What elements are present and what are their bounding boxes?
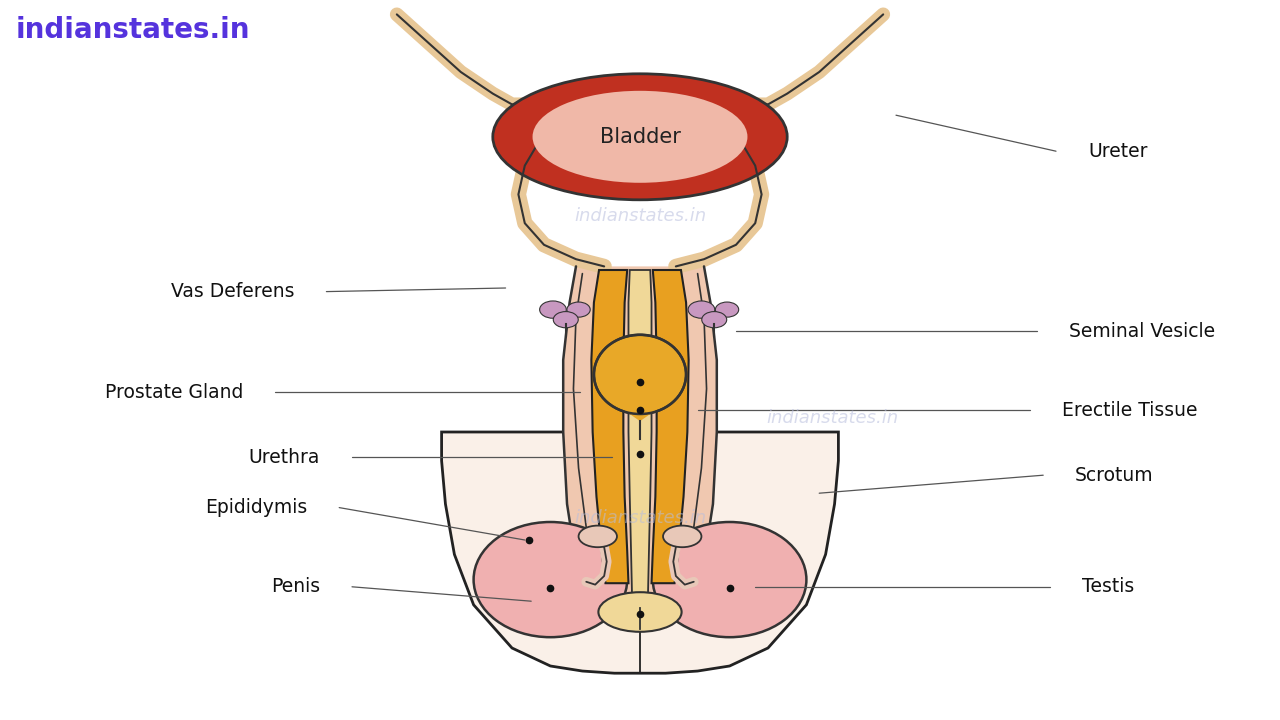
Ellipse shape — [594, 335, 686, 414]
Polygon shape — [591, 270, 628, 583]
Ellipse shape — [701, 312, 727, 328]
Text: Prostate Gland: Prostate Gland — [105, 383, 243, 402]
Text: Urethra: Urethra — [248, 448, 320, 467]
Text: indianstates.in: indianstates.in — [765, 409, 899, 426]
Text: Testis: Testis — [1082, 577, 1134, 596]
Ellipse shape — [532, 91, 748, 183]
Text: Scrotum: Scrotum — [1075, 466, 1153, 485]
Polygon shape — [628, 270, 652, 608]
Ellipse shape — [599, 592, 682, 632]
Text: indianstates.in: indianstates.in — [15, 16, 250, 44]
Ellipse shape — [716, 302, 739, 317]
Ellipse shape — [540, 301, 566, 318]
Polygon shape — [563, 266, 717, 601]
Ellipse shape — [474, 522, 627, 637]
Ellipse shape — [493, 73, 787, 199]
Text: indianstates.in: indianstates.in — [573, 207, 707, 225]
Polygon shape — [620, 407, 660, 421]
Text: Vas Deferens: Vas Deferens — [172, 282, 294, 301]
Text: indianstates.in: indianstates.in — [573, 510, 707, 527]
Text: Bladder: Bladder — [599, 127, 681, 147]
Circle shape — [579, 526, 617, 547]
Text: Epididymis: Epididymis — [205, 498, 307, 517]
Circle shape — [663, 526, 701, 547]
Text: Erectile Tissue: Erectile Tissue — [1062, 401, 1198, 420]
Text: Penis: Penis — [271, 577, 320, 596]
Polygon shape — [442, 432, 838, 673]
Ellipse shape — [653, 522, 806, 637]
Ellipse shape — [567, 302, 590, 317]
Ellipse shape — [689, 301, 714, 318]
Ellipse shape — [553, 312, 579, 328]
Text: Ureter: Ureter — [1088, 142, 1147, 161]
Polygon shape — [652, 270, 689, 583]
Text: Seminal Vesicle: Seminal Vesicle — [1069, 322, 1215, 341]
